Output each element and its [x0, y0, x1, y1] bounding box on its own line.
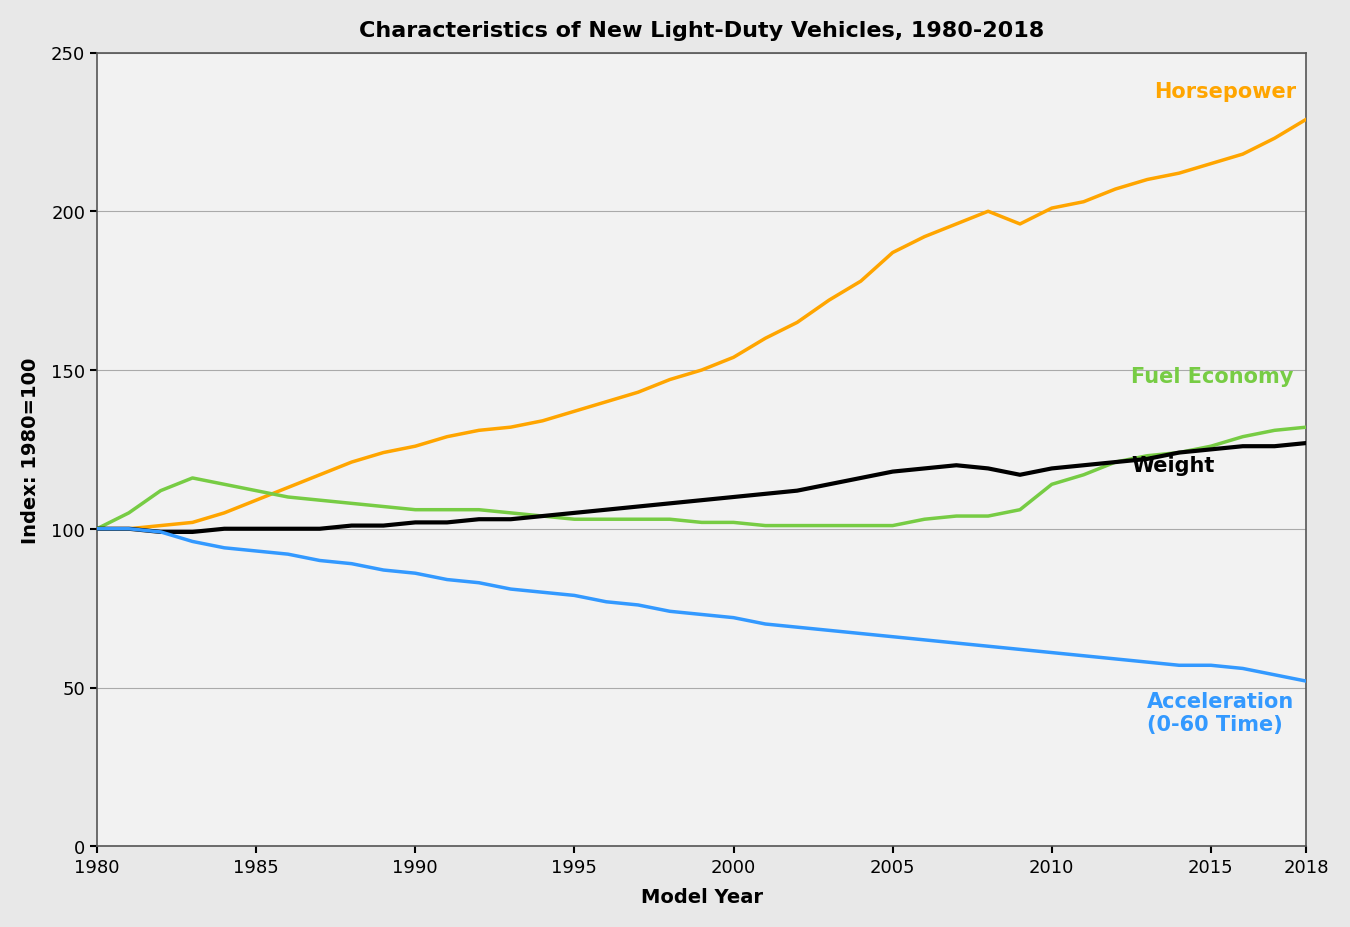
- Text: Horsepower: Horsepower: [1154, 82, 1296, 101]
- X-axis label: Model Year: Model Year: [641, 887, 763, 907]
- Title: Characteristics of New Light-Duty Vehicles, 1980-2018: Characteristics of New Light-Duty Vehicl…: [359, 20, 1045, 41]
- Text: Fuel Economy: Fuel Economy: [1131, 367, 1293, 387]
- Text: Weight: Weight: [1131, 456, 1215, 476]
- Text: Acceleration
(0-60 Time): Acceleration (0-60 Time): [1148, 692, 1295, 735]
- Y-axis label: Index: 1980=100: Index: 1980=100: [20, 357, 40, 543]
